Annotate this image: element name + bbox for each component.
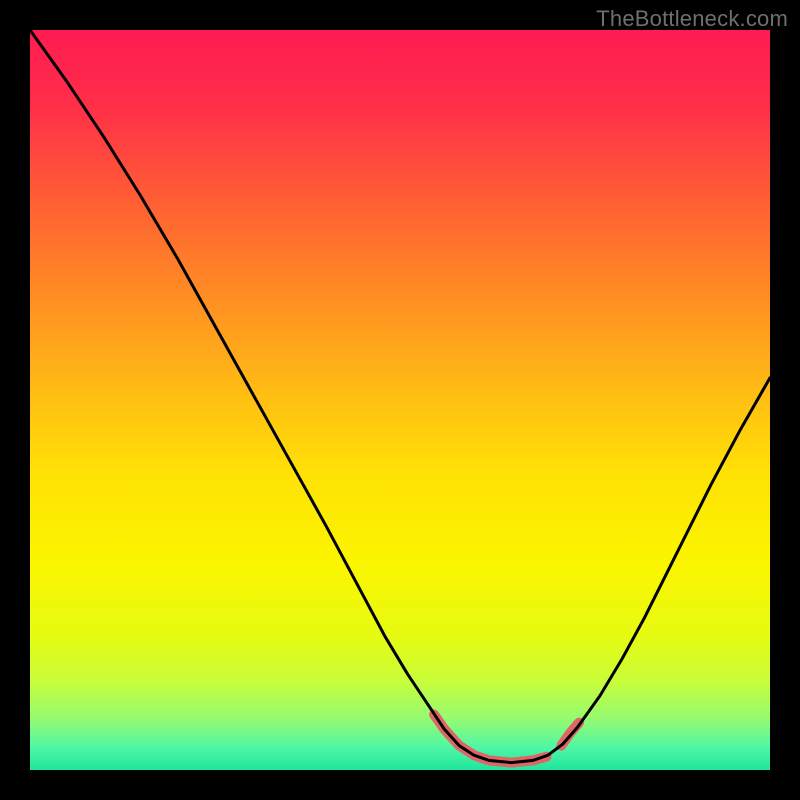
bottleneck-chart	[0, 0, 800, 800]
chart-stage: TheBottleneck.com	[0, 0, 800, 800]
attribution-label: TheBottleneck.com	[596, 6, 788, 32]
